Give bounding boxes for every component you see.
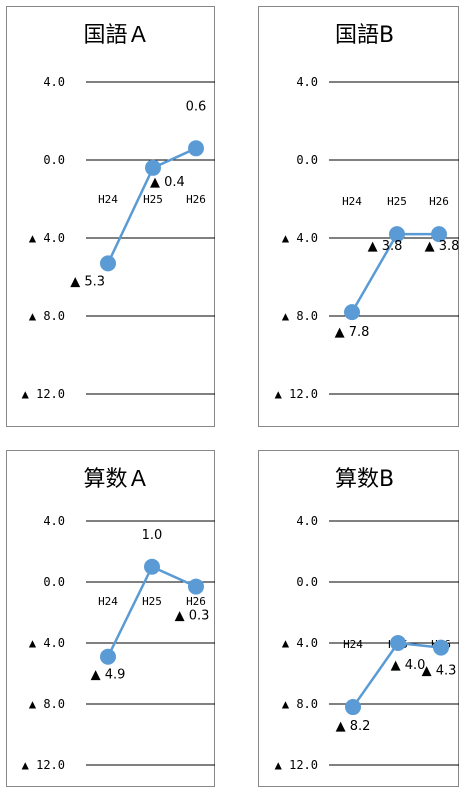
y-tick-label: ▲ 8.0 (29, 697, 65, 711)
y-tick-label: ▲ 12.0 (275, 758, 318, 772)
x-category-label: H26 (186, 193, 206, 206)
y-tick-label: 0.0 (296, 575, 318, 589)
chart-panel-2: 国語B 4.0 0.0 ▲ 4.0 ▲ 8.0 ▲ 12.0 H24 H25 H26 ▲ 7.8 ▲… (258, 6, 459, 427)
y-tick-label: 0.0 (296, 153, 318, 167)
data-label: ▲ 4.3 (422, 664, 457, 679)
data-label: ▲ 0.4 (150, 175, 185, 190)
chart-frame (6, 450, 215, 787)
chart-title: 算数Ａ (83, 467, 149, 492)
chart-frame (258, 450, 459, 787)
data-label: 0.6 (186, 99, 207, 114)
data-point (100, 255, 116, 272)
data-point (188, 578, 204, 595)
data-label: ▲ 8.2 (336, 719, 371, 734)
y-tick-label: 0.0 (43, 153, 65, 167)
data-label: ▲ 3.8 (425, 239, 459, 254)
chart-frame (258, 6, 459, 427)
y-tick-label: ▲ 12.0 (22, 758, 65, 772)
data-point (344, 304, 360, 321)
x-category-label: H26 (429, 195, 449, 208)
chart-title: 国語Ａ (83, 23, 149, 48)
data-label: ▲ 4.0 (391, 658, 426, 673)
data-point (100, 648, 116, 665)
y-tick-label: 0.0 (43, 575, 65, 589)
x-category-label: H24 (343, 638, 363, 651)
data-label: ▲ 3.8 (368, 239, 403, 254)
y-tick-label: ▲ 12.0 (22, 387, 65, 401)
x-category-label: H25 (387, 195, 407, 208)
data-label: ▲ 4.9 (91, 668, 126, 683)
data-label: ▲ 7.8 (335, 325, 370, 340)
x-category-label: H24 (342, 195, 362, 208)
y-tick-label: ▲ 8.0 (282, 309, 318, 323)
chart-title: 算数B (335, 467, 394, 492)
chart-panel-3: 算数Ａ 4.0 0.0 ▲ 4.0 ▲ 8.0 ▲ 12.0 H24 H25 H26 ▲ 4.9 1… (6, 450, 215, 787)
y-tick-label: ▲ 8.0 (29, 309, 65, 323)
data-label: ▲ 5.3 (70, 274, 105, 289)
data-label: ▲ 0.3 (175, 609, 210, 624)
y-tick-label: ▲ 4.0 (282, 231, 318, 245)
data-point (433, 639, 449, 656)
y-tick-label: ▲ 12.0 (275, 387, 318, 401)
y-tick-label: ▲ 4.0 (282, 636, 318, 650)
y-tick-label: ▲ 8.0 (282, 697, 318, 711)
chart-panel-1: 国語Ａ 4.0 0.0 ▲ 4.0 ▲ 8.0 ▲ 12.0 H24 H25 H26 ▲ 5.3 ▲… (6, 6, 215, 427)
x-category-label: H25 (142, 595, 162, 608)
data-point (389, 226, 405, 243)
data-point (390, 635, 406, 651)
x-category-label: H26 (186, 595, 206, 608)
x-category-label: H24 (98, 193, 118, 206)
y-tick-label: ▲ 4.0 (29, 636, 65, 650)
x-category-label: H25 (143, 193, 163, 206)
data-point (144, 558, 160, 575)
y-tick-label: 4.0 (296, 514, 318, 528)
x-category-label: H24 (98, 595, 118, 608)
data-point (431, 226, 447, 243)
chart-frame (6, 6, 215, 427)
y-tick-label: 4.0 (43, 514, 65, 528)
data-point (345, 699, 361, 716)
chart-title: 国語B (335, 23, 394, 48)
y-tick-label: ▲ 4.0 (29, 231, 65, 245)
y-tick-label: 4.0 (43, 75, 65, 89)
y-tick-label: 4.0 (296, 75, 318, 89)
data-point (188, 140, 204, 157)
data-label: 1.0 (142, 528, 163, 543)
data-point (145, 159, 161, 176)
